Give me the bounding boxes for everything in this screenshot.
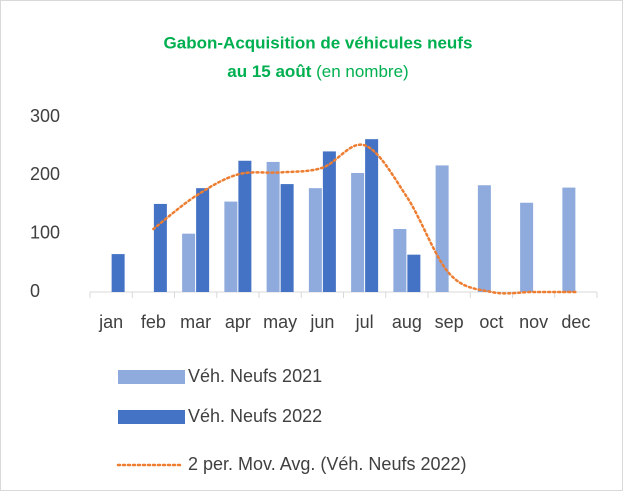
x-tick-label: apr [225, 312, 251, 332]
chart-title: Gabon-Acquisition de véhicules neufs [164, 33, 473, 52]
bar [182, 233, 196, 292]
y-tick-label: 100 [30, 222, 60, 242]
x-tick-label: feb [141, 312, 166, 332]
x-tick-label: may [263, 312, 297, 332]
legend-swatch [118, 410, 185, 424]
bar [196, 188, 210, 292]
bar [153, 203, 167, 292]
bar [365, 139, 379, 292]
x-tick-label: jun [309, 312, 334, 332]
bar [266, 161, 280, 292]
x-tick-label: sep [435, 312, 464, 332]
bar [280, 184, 294, 292]
legend-label: 2 per. Mov. Avg. (Véh. Neufs 2022) [188, 454, 467, 474]
legend-swatch [118, 370, 185, 384]
bar [322, 151, 336, 292]
chart-title: au 15 août [227, 62, 311, 81]
x-tick-label: mar [180, 312, 211, 332]
legend-label: Véh. Neufs 2022 [188, 406, 322, 426]
y-tick-label: 0 [30, 281, 40, 301]
chart-subtitle: (en nombre) [316, 62, 409, 81]
bar [520, 202, 534, 292]
bar [111, 254, 125, 292]
bar [407, 254, 421, 292]
moving-average-line [152, 143, 578, 295]
x-tick-label: aug [392, 312, 422, 332]
bar [562, 187, 576, 292]
y-tick-label: 300 [30, 106, 60, 126]
x-tick-label: jul [355, 312, 374, 332]
chart-title: au 15 août (en nombre) [227, 62, 408, 81]
bar [308, 188, 322, 292]
y-tick-label: 200 [30, 164, 60, 184]
bar [477, 185, 491, 292]
x-tick-label: jan [98, 312, 123, 332]
bar [238, 160, 252, 292]
legend-label: Véh. Neufs 2021 [188, 366, 322, 386]
bar [351, 173, 365, 292]
bar [224, 201, 238, 292]
bar [393, 229, 407, 292]
x-tick-label: dec [561, 312, 590, 332]
bar [435, 165, 449, 292]
x-tick-label: oct [479, 312, 503, 332]
x-tick-label: nov [519, 312, 548, 332]
